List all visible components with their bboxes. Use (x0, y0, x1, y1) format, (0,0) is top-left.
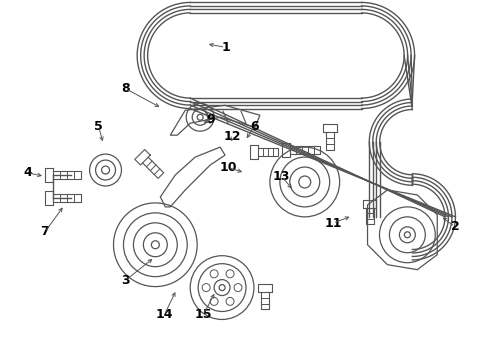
Text: 10: 10 (219, 161, 237, 174)
Text: 7: 7 (41, 225, 49, 238)
Text: 5: 5 (94, 120, 103, 133)
Text: 4: 4 (24, 166, 32, 179)
Text: 13: 13 (273, 170, 290, 183)
Text: 9: 9 (206, 113, 215, 126)
Text: 14: 14 (156, 308, 173, 321)
Text: 12: 12 (224, 130, 242, 144)
Text: 11: 11 (324, 216, 342, 230)
Text: 6: 6 (250, 120, 259, 133)
Text: 3: 3 (121, 274, 130, 287)
Text: 8: 8 (121, 82, 130, 95)
Text: 15: 15 (195, 308, 212, 321)
Text: 2: 2 (450, 220, 459, 233)
Text: 1: 1 (221, 41, 230, 54)
